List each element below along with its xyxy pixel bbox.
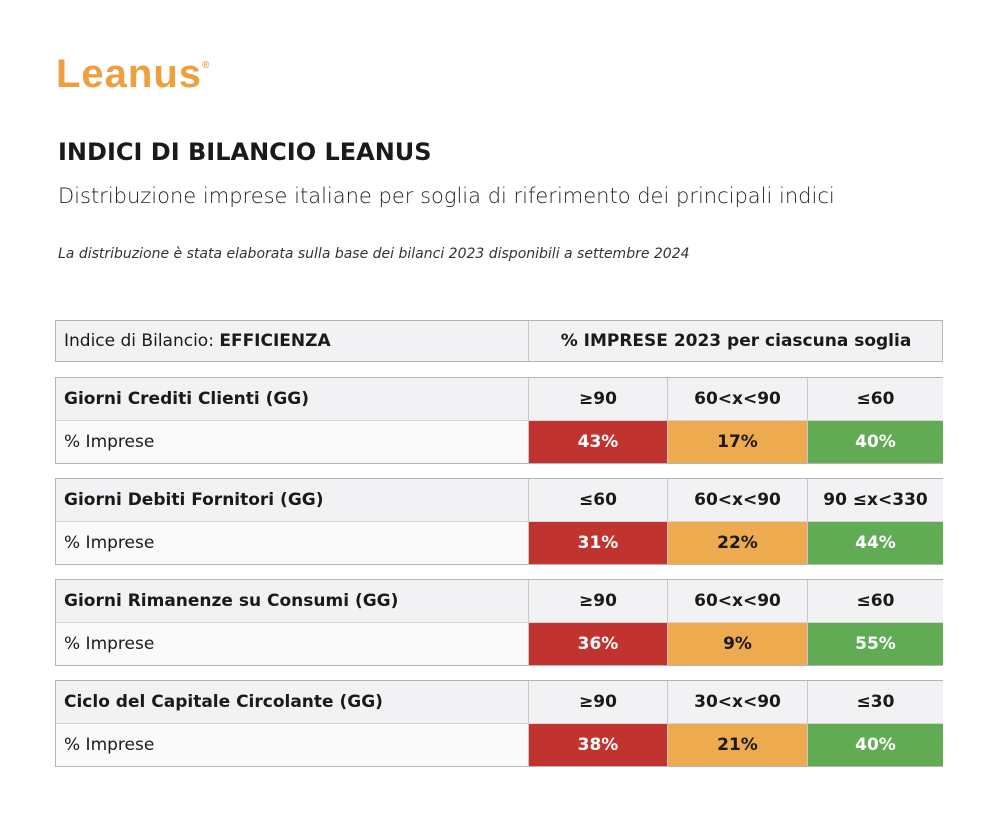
title: INDICI DI BILANCIO LEANUS: [58, 138, 432, 166]
threshold: ≤60: [807, 378, 943, 421]
percent-value: 36%: [528, 623, 667, 665]
row-label: % Imprese: [56, 623, 528, 665]
percent-value: 21%: [667, 724, 807, 766]
section-name: Giorni Crediti Clienti (GG): [56, 378, 528, 421]
threshold: 30<x<90: [667, 681, 807, 724]
percent-value: 31%: [528, 522, 667, 564]
table-header: Indice di Bilancio: EFFICIENZA % IMPRESE…: [55, 320, 943, 362]
threshold: ≥90: [528, 681, 667, 724]
percent-value: 43%: [528, 421, 667, 463]
percent-value: 22%: [667, 522, 807, 564]
row-label: % Imprese: [56, 522, 528, 564]
row-label: % Imprese: [56, 421, 528, 463]
percent-value: 40%: [807, 421, 943, 463]
subtitle: Distribuzione imprese italiane per sogli…: [58, 184, 835, 208]
threshold: ≥90: [528, 378, 667, 421]
row-label: % Imprese: [56, 724, 528, 766]
percent-value: 55%: [807, 623, 943, 665]
threshold: ≤30: [807, 681, 943, 724]
percent-value: 44%: [807, 522, 943, 564]
section: Giorni Crediti Clienti (GG)% Imprese ≥90 6…: [55, 377, 943, 464]
header-category: EFFICIENZA: [219, 331, 331, 351]
logo-text: Leanus: [56, 52, 203, 96]
header-columns-title: % IMPRESE 2023 per ciascuna soglia: [528, 321, 943, 361]
threshold: 90 ≤x<330: [807, 479, 943, 522]
threshold: ≥90: [528, 580, 667, 623]
threshold: 60<x<90: [667, 479, 807, 522]
section: Giorni Debiti Fornitori (GG)% Imprese ≤60…: [55, 478, 943, 565]
header-label-cell: Indice di Bilancio: EFFICIENZA: [64, 321, 331, 361]
percent-value: 17%: [667, 421, 807, 463]
percent-value: 40%: [807, 724, 943, 766]
percent-value: 9%: [667, 623, 807, 665]
section-name: Giorni Debiti Fornitori (GG): [56, 479, 528, 522]
note: La distribuzione è stata elaborata sulla…: [58, 246, 690, 262]
header-label: Indice di Bilancio:: [64, 331, 214, 351]
threshold: ≤60: [807, 580, 943, 623]
section-name: Giorni Rimanenze su Consumi (GG): [56, 580, 528, 623]
threshold: 60<x<90: [667, 378, 807, 421]
section-name: Ciclo del Capitale Circolante (GG): [56, 681, 528, 724]
percent-value: 38%: [528, 724, 667, 766]
threshold: 60<x<90: [667, 580, 807, 623]
threshold: ≤60: [528, 479, 667, 522]
section: Giorni Rimanenze su Consumi (GG)% Impres…: [55, 579, 943, 666]
logo: Leanus®: [56, 52, 210, 97]
section: Ciclo del Capitale Circolante (GG)% Impr…: [55, 680, 943, 767]
logo-mark: ®: [202, 60, 211, 71]
